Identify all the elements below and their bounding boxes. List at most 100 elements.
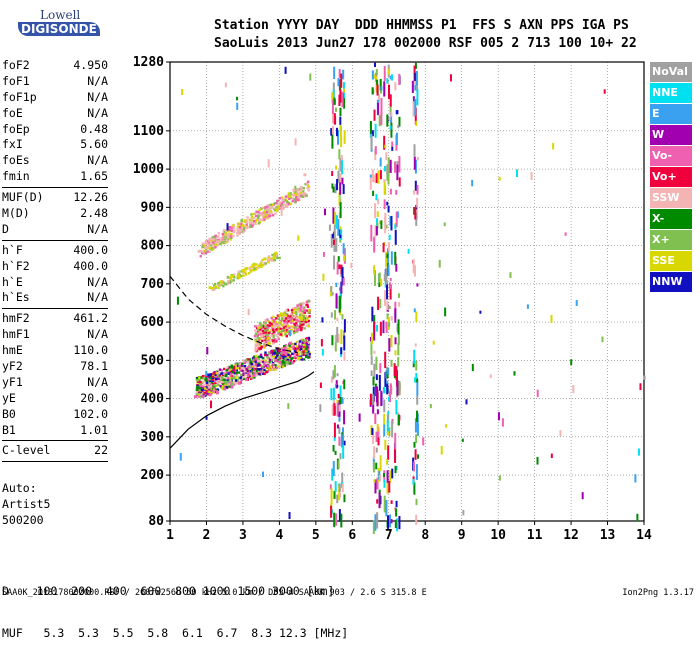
echo-point bbox=[302, 347, 305, 351]
interference-mark bbox=[376, 222, 379, 229]
y-tick-label: 1100 bbox=[133, 124, 164, 139]
echo-point bbox=[301, 310, 304, 313]
param-name: B1 bbox=[2, 422, 16, 437]
interference-mark bbox=[411, 80, 414, 93]
echo-point bbox=[280, 348, 283, 352]
echo-point bbox=[245, 226, 249, 230]
noise-mark bbox=[643, 375, 646, 380]
trace-point bbox=[296, 328, 300, 332]
interference-mark bbox=[333, 97, 336, 106]
interference-mark bbox=[390, 112, 393, 123]
interference-mark bbox=[369, 393, 372, 406]
trace-point bbox=[208, 393, 212, 397]
interference-mark bbox=[336, 317, 339, 322]
noise-mark bbox=[322, 273, 325, 281]
x-tick-label: 14 bbox=[636, 528, 652, 543]
echo-point bbox=[284, 323, 287, 326]
echo-point bbox=[264, 344, 267, 347]
noise-mark bbox=[389, 125, 392, 130]
echo-point bbox=[286, 330, 290, 333]
noise-mark bbox=[322, 252, 325, 257]
echo-point bbox=[267, 333, 270, 336]
echo-point bbox=[209, 376, 212, 379]
echo-point bbox=[281, 329, 284, 332]
echo-point bbox=[271, 327, 275, 330]
echo-point bbox=[306, 303, 309, 306]
interference-mark bbox=[373, 269, 376, 286]
param-name: C-level bbox=[2, 443, 51, 458]
echo-point bbox=[250, 218, 253, 221]
echo-point bbox=[288, 197, 291, 200]
echo-point bbox=[257, 358, 261, 361]
echo-point bbox=[295, 340, 299, 344]
echo-point bbox=[242, 223, 245, 227]
echo-point bbox=[253, 376, 256, 379]
noise-mark bbox=[536, 457, 539, 465]
echo-point bbox=[236, 234, 239, 237]
echo-point bbox=[266, 337, 269, 340]
noise-mark bbox=[509, 272, 512, 278]
interference-mark bbox=[414, 343, 417, 347]
interference-mark bbox=[389, 284, 392, 300]
echo-point bbox=[292, 194, 295, 197]
echo-point bbox=[303, 194, 307, 198]
interference-mark bbox=[383, 274, 386, 282]
echo-point bbox=[196, 385, 199, 388]
interference-mark bbox=[338, 483, 341, 492]
echo-point bbox=[255, 263, 258, 266]
echo-point bbox=[255, 330, 258, 334]
interference-mark bbox=[331, 468, 334, 481]
echo-point bbox=[300, 328, 303, 332]
interference-mark bbox=[388, 322, 391, 327]
echo-point bbox=[289, 354, 292, 357]
interference-mark bbox=[340, 329, 343, 345]
interference-mark bbox=[383, 386, 386, 394]
echo-point bbox=[268, 340, 271, 343]
x-tick-label: 6 bbox=[348, 528, 356, 543]
echo-point bbox=[205, 383, 209, 386]
echo-point bbox=[307, 319, 311, 323]
trace-point bbox=[215, 391, 219, 395]
echo-point bbox=[261, 365, 264, 368]
interference-mark bbox=[371, 427, 374, 435]
echo-point bbox=[222, 234, 225, 238]
echo-point bbox=[217, 281, 220, 285]
echo-point bbox=[249, 224, 252, 227]
interference-mark bbox=[391, 420, 394, 438]
interference-mark bbox=[341, 91, 344, 108]
echo-point bbox=[230, 229, 234, 233]
echo-point bbox=[272, 336, 275, 339]
echo-point bbox=[240, 373, 243, 377]
echo-point bbox=[256, 328, 260, 331]
echo-point bbox=[296, 347, 299, 351]
echo-point bbox=[282, 314, 285, 317]
echo-point bbox=[270, 211, 273, 214]
echo-point bbox=[276, 354, 279, 357]
echo-point bbox=[258, 321, 262, 325]
noise-mark bbox=[498, 475, 501, 481]
echo-point bbox=[300, 350, 303, 354]
noise-mark bbox=[526, 304, 529, 309]
param-value: 5.60 bbox=[80, 137, 108, 152]
echo-point bbox=[260, 334, 264, 338]
interference-mark bbox=[390, 122, 393, 138]
echo-point bbox=[289, 318, 293, 322]
echo-point bbox=[212, 387, 216, 390]
interference-mark bbox=[397, 342, 400, 356]
echo-point bbox=[267, 256, 270, 260]
echo-point bbox=[272, 328, 275, 331]
echo-point bbox=[237, 371, 241, 374]
echo-point bbox=[197, 393, 201, 396]
param-row: foEs N/A bbox=[2, 153, 108, 169]
echo-point bbox=[254, 360, 257, 364]
echo-point bbox=[267, 255, 271, 258]
echo-point bbox=[294, 198, 298, 201]
param-name: fmin bbox=[2, 169, 30, 184]
echo-point bbox=[295, 312, 298, 316]
interference-mark bbox=[343, 494, 346, 503]
echo-point bbox=[232, 226, 236, 229]
echo-point bbox=[292, 330, 296, 333]
param-separator bbox=[2, 239, 108, 241]
noise-mark bbox=[328, 224, 331, 231]
echo-point bbox=[280, 316, 284, 320]
